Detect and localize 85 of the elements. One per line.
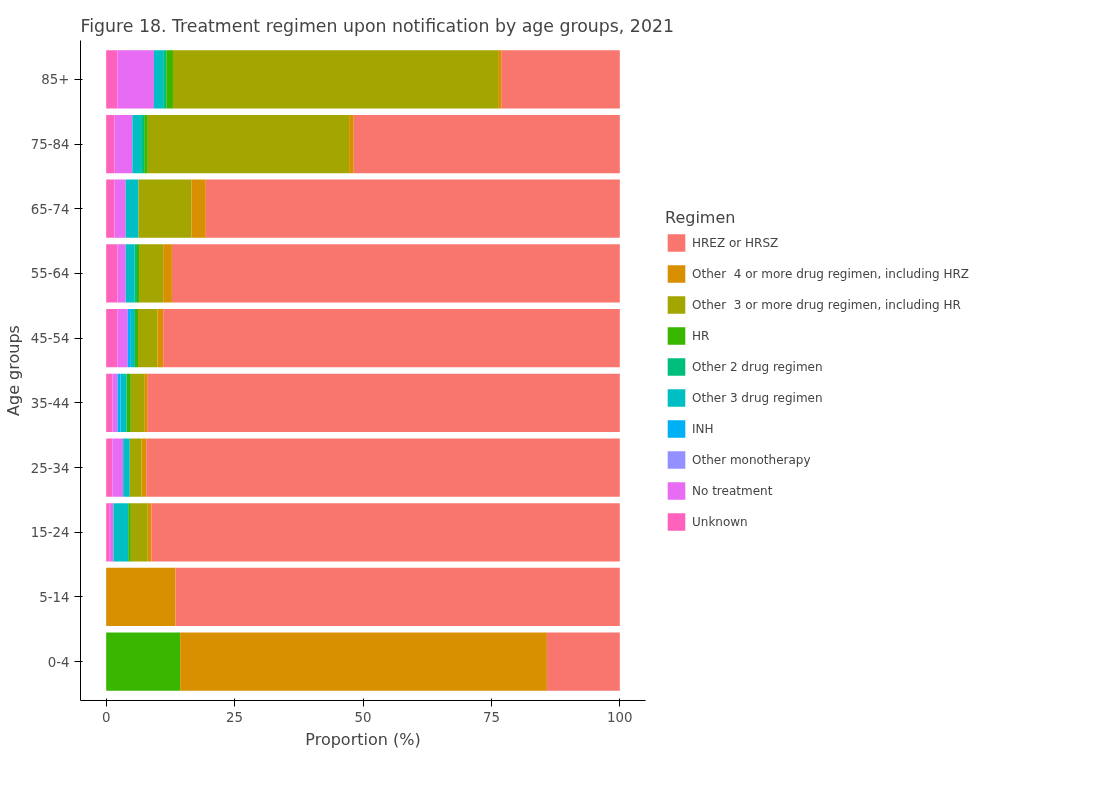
- legend-label: Other monotherapy: [692, 452, 811, 467]
- x-tick-label: 25: [226, 709, 244, 725]
- bar: [106, 244, 118, 303]
- bar: [106, 309, 118, 368]
- bar: [147, 373, 620, 432]
- bar: [163, 309, 620, 368]
- bar: [106, 50, 118, 109]
- bar: [151, 503, 620, 562]
- bar: [128, 503, 131, 562]
- bar: [546, 632, 620, 691]
- bar: [163, 50, 167, 109]
- bar: [117, 373, 121, 432]
- y-tick-label: 85+: [41, 72, 70, 88]
- bar: [120, 373, 127, 432]
- bar: [180, 632, 547, 691]
- bar: [130, 503, 148, 562]
- bar: [112, 438, 124, 497]
- bar: [106, 567, 176, 627]
- bar: [106, 632, 181, 691]
- legend-label: INH: [692, 421, 714, 436]
- x-tick-label: 75: [482, 709, 500, 725]
- bar: [127, 309, 131, 368]
- legend-label: No treatment: [692, 483, 773, 498]
- bar: [106, 114, 115, 174]
- y-tick-label: 55-64: [30, 266, 70, 282]
- bar: [130, 373, 145, 432]
- bar: [171, 244, 620, 303]
- bar: [114, 114, 133, 174]
- x-tick-label: 50: [354, 709, 372, 725]
- legend-label: Other 3 or more drug regimen, including HR: [692, 297, 961, 312]
- bar: [114, 179, 126, 238]
- bar: [172, 50, 499, 109]
- y-tick-label: 75-84: [30, 137, 70, 153]
- bar: [132, 114, 142, 174]
- chart-title: Figure 18. Treatment regimen upon notification by age groups, 2021: [80, 15, 674, 36]
- x-tick-label: 100: [607, 709, 633, 725]
- bar: [123, 438, 130, 497]
- bar: [191, 179, 206, 238]
- bar: [125, 244, 135, 303]
- x-tick-label: 0: [101, 709, 111, 725]
- bar: [139, 244, 164, 303]
- bar: [134, 309, 139, 368]
- y-tick-label: 25-34: [30, 460, 70, 476]
- bar: [117, 309, 128, 368]
- bar: [144, 373, 148, 432]
- bar: [138, 179, 192, 238]
- legend-label: Other 2 drug regimen: [692, 359, 823, 374]
- legend-label: Other 4 or more drug regimen, including HRZ: [692, 266, 970, 281]
- bar: [501, 50, 620, 109]
- bar: [349, 114, 354, 174]
- bar: [130, 309, 135, 368]
- bar: [138, 309, 158, 368]
- legend-label: Other 3 drug regimen: [692, 390, 823, 405]
- legend-label: HR: [692, 328, 711, 343]
- y-tick-label: 45-54: [30, 331, 70, 347]
- legend-label: HREZ or HRSZ: [692, 235, 779, 250]
- bar: [126, 373, 131, 432]
- bar: [353, 114, 620, 174]
- y-tick-label: 35-44: [30, 395, 70, 411]
- bar: [498, 50, 502, 109]
- bar: [163, 244, 172, 303]
- bar: [125, 179, 139, 238]
- bar: [106, 503, 110, 562]
- bar: [106, 373, 113, 432]
- bar: [113, 503, 129, 562]
- bar: [175, 567, 620, 627]
- y-tick-label: 5-14: [39, 589, 70, 605]
- bar: [106, 438, 113, 497]
- bar: [147, 114, 350, 174]
- y-tick-label: 0-4: [47, 654, 70, 670]
- legend-title: Regimen: [665, 207, 737, 227]
- bar: [153, 50, 164, 109]
- y-axis-title: Age groups: [3, 325, 23, 416]
- x-axis-title: Proportion (%): [305, 729, 421, 749]
- bar: [146, 438, 620, 497]
- bar: [112, 373, 118, 432]
- bar: [129, 438, 142, 497]
- bar: [166, 50, 173, 109]
- bar: [117, 244, 126, 303]
- bar: [117, 50, 154, 109]
- y-tick-label: 15-24: [30, 525, 70, 541]
- bar: [106, 179, 115, 238]
- y-tick-label: 65-74: [30, 201, 70, 217]
- legend-label: Unknown: [692, 514, 748, 529]
- bar: [205, 179, 620, 238]
